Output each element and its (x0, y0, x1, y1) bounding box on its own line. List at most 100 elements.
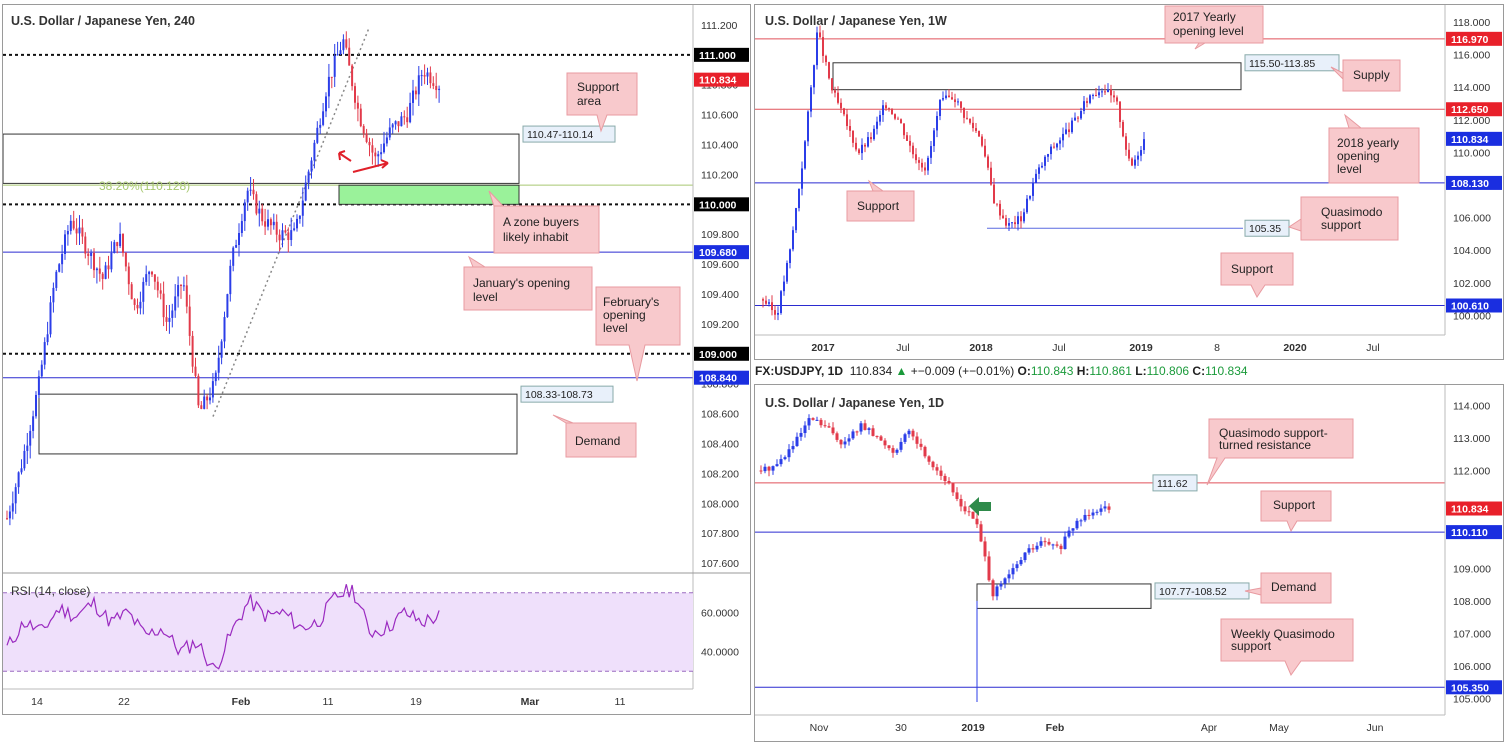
callout-line: Weekly Quasimodo (1231, 627, 1335, 641)
candle-body (855, 142, 857, 150)
candle-body (414, 90, 417, 95)
candle-body (993, 184, 995, 204)
time-tick-label: Apr (1201, 722, 1218, 734)
callout-supply: Supply (1330, 59, 1401, 92)
callout-demand: Demand (552, 414, 637, 458)
candle-body (915, 154, 917, 161)
candle-body (1134, 159, 1136, 166)
candle-body (957, 101, 959, 103)
price-tag (1446, 298, 1502, 313)
candle-body (284, 230, 287, 233)
candle-body (858, 149, 860, 154)
candle-body (765, 300, 767, 304)
candle-body (1067, 530, 1071, 537)
ticker-change: +−0.009 (+−0.01%) (910, 364, 1015, 378)
candle-body (206, 396, 209, 401)
daily-chart-panel[interactable]: U.S. Dollar / Japanese Yen, 1D 111.62 10… (754, 384, 1504, 742)
candle-body (1128, 149, 1130, 159)
price-tag (694, 72, 749, 87)
candle-body (107, 265, 110, 270)
candle-body (264, 221, 267, 227)
price-tag (1446, 175, 1502, 190)
time-tick-label: Mar (521, 696, 540, 708)
candle-body (1071, 120, 1073, 133)
candle-body (342, 39, 345, 51)
candle-body (834, 90, 836, 93)
candle-body (226, 294, 229, 318)
daily-chart[interactable]: U.S. Dollar / Japanese Yen, 1D 111.62 10… (755, 385, 1503, 741)
candle-body (345, 39, 348, 48)
candle-body (139, 301, 142, 309)
candle-body (1110, 89, 1112, 96)
callout-line: Quasimodo (1321, 205, 1383, 219)
candle-body (119, 233, 122, 247)
candle-body (1035, 545, 1039, 550)
h4-chart[interactable]: U.S. Dollar / Japanese Yen, 240 110.47-1… (3, 5, 750, 714)
candle-body (815, 419, 819, 421)
demand-zone (976, 583, 1152, 609)
candle-body (960, 101, 962, 108)
candle-body (955, 492, 959, 499)
candle-body (907, 430, 911, 435)
candle-body (1015, 564, 1019, 569)
candle-body (1047, 154, 1049, 157)
candle-body (930, 146, 932, 158)
candle-body (762, 299, 764, 301)
candle-body (177, 284, 180, 297)
candle-body (939, 99, 941, 117)
price-tick-label: 100.000 (1453, 310, 1491, 322)
candle-body (954, 99, 956, 103)
candle-body (867, 137, 869, 147)
candle-body (763, 466, 767, 472)
price-tag (1446, 501, 1502, 516)
candle-body (1098, 92, 1100, 96)
candle-body (1050, 146, 1052, 155)
candle-body (148, 271, 151, 275)
candle-body (336, 54, 339, 56)
candle-body (967, 511, 971, 513)
candle-body (919, 443, 923, 447)
callout-line: support (1231, 639, 1272, 653)
candle-body (258, 208, 261, 214)
candle-body (837, 92, 839, 103)
h4-chart-panel[interactable]: U.S. Dollar / Japanese Yen, 240 110.47-1… (2, 4, 751, 715)
price-tag (694, 346, 749, 361)
weekly-chart-panel[interactable]: U.S. Dollar / Japanese Yen, 1W 115.50-11… (754, 4, 1504, 360)
candle-body (122, 233, 124, 253)
candle-body (1086, 101, 1088, 103)
candle-body (406, 117, 409, 123)
candle-body (1113, 95, 1115, 98)
candle-body (1074, 117, 1076, 121)
time-tick-label: 11 (615, 696, 626, 708)
candle-body (942, 98, 944, 100)
candle-body (879, 436, 883, 441)
candle-body (339, 50, 342, 55)
candle-body (316, 127, 319, 143)
candle-body (409, 102, 412, 123)
demand-zone (38, 393, 518, 455)
candle-body (310, 160, 313, 172)
candle-body (287, 232, 290, 240)
candle-body (947, 480, 951, 484)
candle-body (1079, 520, 1083, 522)
candle-body (795, 436, 799, 447)
candle-body (948, 95, 950, 98)
symbol-ticker: FX:USDJPY, 1D 110.834 ▲ +−0.009 (+−0.01%… (755, 364, 1248, 378)
candle-body (1053, 146, 1055, 148)
candle-body (191, 335, 194, 367)
candle-body (322, 111, 325, 125)
candle-body (380, 152, 383, 155)
weekly-chart[interactable]: U.S. Dollar / Japanese Yen, 1W 115.50-11… (755, 5, 1503, 359)
time-tick-label: 2019 (961, 722, 985, 734)
candle-body (879, 115, 881, 122)
price-tick-label: 108.000 (701, 498, 739, 510)
candle-body (978, 130, 980, 137)
candle-body (849, 126, 851, 131)
candle-body (104, 265, 107, 279)
callout-support-2: Support (1220, 252, 1294, 298)
candle-body (46, 334, 49, 343)
candle-body (81, 227, 84, 237)
candle-body (991, 580, 995, 597)
candle-body (325, 96, 327, 112)
price-tag-label: 100.610 (1451, 300, 1489, 312)
